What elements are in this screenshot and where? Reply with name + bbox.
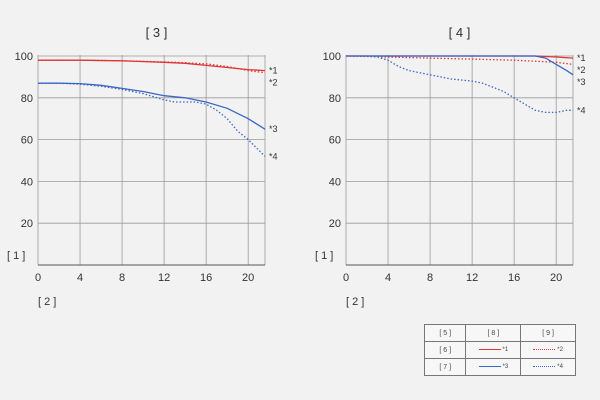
chart-2-ytick-label: 80	[329, 93, 341, 105]
chart-1-series-1-line	[38, 59, 266, 72]
legend-entry-1-label: *1	[502, 346, 509, 353]
chart-1-ytick-label: 100	[15, 51, 33, 63]
chart-1-ytick-label: 40	[21, 176, 33, 188]
chart-1-series-1-label: *1	[269, 66, 278, 76]
solid-blue-line-icon	[478, 366, 501, 368]
chart-2-series-3-line	[346, 55, 574, 76]
legend-table: [ 5 ] [ 8 ] [ 9 ] [ 6 ] *1 *2 [ 7 ] *3 *…	[423, 324, 576, 376]
dotted-red-line-icon	[533, 349, 556, 351]
legend-row-2: [ 7 ] *3 *4	[423, 358, 576, 376]
legend-entry-1: *1	[465, 341, 522, 359]
chart-2-xtick-label: 0	[343, 272, 349, 284]
chart-2-xtick-label: 20	[550, 272, 562, 284]
legend-entry-2-label: *2	[557, 346, 563, 353]
chart-1-series-2-line	[38, 59, 266, 74]
chart-1-series-3-line	[38, 82, 266, 130]
chart-1-title: [ 3 ]	[146, 25, 168, 40]
chart-2-ytick-label: 60	[329, 135, 341, 147]
legend-entry-4: *4	[520, 358, 576, 376]
chart-1-xtick-label: 20	[242, 272, 254, 284]
chart-2-xtick-label: 8	[427, 272, 433, 284]
chart-2-xtick-label: 16	[508, 272, 520, 284]
legend-entry-3: *3	[465, 358, 522, 376]
chart-1-series-3-label: *3	[269, 124, 278, 134]
chart-2-title: [ 4 ]	[449, 25, 471, 40]
chart-1-xtick-label: 16	[200, 272, 212, 284]
chart-2-ytick-label: 100	[323, 51, 341, 63]
solid-red-line-icon	[478, 349, 501, 351]
chart-1-series-2-label: *2	[269, 78, 278, 88]
chart-1-xtick-label: 8	[119, 272, 125, 284]
chart-2-ylabel: [ 1 ]	[315, 250, 333, 262]
chart-1-xtick-label: 4	[77, 272, 83, 284]
legend-header-a: [ 8 ]	[465, 324, 522, 342]
chart-2-ytick-label: 40	[329, 176, 341, 188]
chart-2-series-4-label: *4	[577, 105, 586, 115]
chart-2-xlabel: [ 2 ]	[346, 296, 364, 308]
legend-entry-2: *2	[520, 341, 576, 359]
chart-2-xtick-label: 4	[385, 272, 391, 284]
chart-1-series-4-label: *4	[269, 151, 278, 161]
chart-1-xtick-label: 0	[35, 272, 41, 284]
legend-entry-4-label: *4	[557, 363, 563, 370]
chart-2-series-1-label: *1	[577, 53, 586, 63]
chart-1-ytick-label: 80	[21, 93, 33, 105]
chart-2-series-2-line	[345, 55, 574, 66]
chart-1-ytick-label: 20	[21, 218, 33, 230]
chart-1-series-4-line	[38, 82, 266, 157]
legend-header-row: [ 5 ] [ 8 ] [ 9 ]	[423, 324, 576, 342]
chart-2-series-3-label: *3	[577, 77, 586, 87]
chart-2-series-2-label: *2	[577, 65, 586, 75]
chart-1-xtick-label: 12	[158, 272, 170, 284]
chart-1-xlabel: [ 2 ]	[38, 296, 56, 308]
chart-1-ylabel: [ 1 ]	[7, 250, 25, 262]
legend-header-type: [ 5 ]	[423, 324, 467, 342]
legend-row-2-label: [ 7 ]	[423, 358, 467, 376]
chart-2-series-4-line	[346, 55, 573, 114]
chart-2-ytick-label: 20	[329, 218, 341, 230]
legend-row-1: [ 6 ] *1 *2	[423, 341, 576, 359]
legend-row-1-label: [ 6 ]	[423, 341, 467, 359]
chart-2-xtick-label: 12	[466, 272, 478, 284]
dotted-blue-line-icon	[533, 366, 556, 368]
legend-entry-3-label: *3	[502, 363, 509, 370]
chart-1-ytick-label: 60	[21, 135, 33, 147]
legend-header-b: [ 9 ]	[520, 324, 576, 342]
